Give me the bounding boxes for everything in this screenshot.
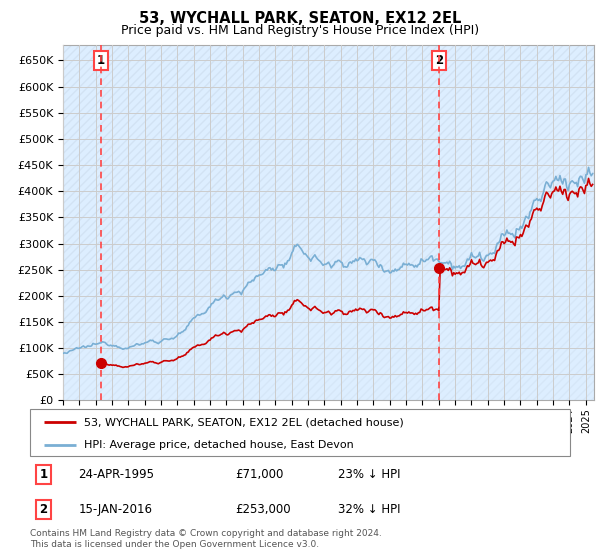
Text: Price paid vs. HM Land Registry's House Price Index (HPI): Price paid vs. HM Land Registry's House … [121,24,479,36]
Text: 24-APR-1995: 24-APR-1995 [79,468,155,481]
Text: HPI: Average price, detached house, East Devon: HPI: Average price, detached house, East… [84,440,354,450]
Text: £253,000: £253,000 [235,503,291,516]
Text: 53, WYCHALL PARK, SEATON, EX12 2EL: 53, WYCHALL PARK, SEATON, EX12 2EL [139,11,461,26]
Text: Contains HM Land Registry data © Crown copyright and database right 2024.
This d: Contains HM Land Registry data © Crown c… [30,529,382,549]
Text: 2: 2 [436,54,443,67]
Text: 1: 1 [97,54,105,67]
FancyBboxPatch shape [30,409,570,456]
Text: 2: 2 [40,503,47,516]
Text: 23% ↓ HPI: 23% ↓ HPI [338,468,400,481]
Text: £71,000: £71,000 [235,468,284,481]
Text: 15-JAN-2016: 15-JAN-2016 [79,503,152,516]
Text: 53, WYCHALL PARK, SEATON, EX12 2EL (detached house): 53, WYCHALL PARK, SEATON, EX12 2EL (deta… [84,417,404,427]
Text: 32% ↓ HPI: 32% ↓ HPI [338,503,400,516]
Text: 1: 1 [40,468,47,481]
